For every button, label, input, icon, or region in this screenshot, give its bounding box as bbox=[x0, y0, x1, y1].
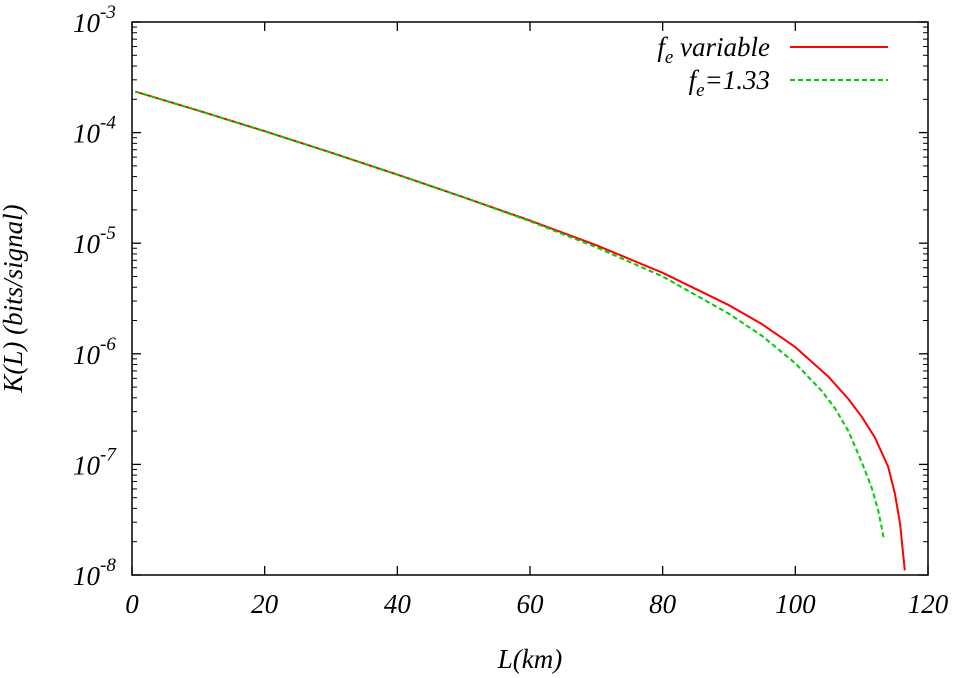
series-line-1 bbox=[135, 90, 885, 538]
x-tick-label: 120 bbox=[908, 589, 949, 619]
x-tick-label: 100 bbox=[775, 589, 816, 619]
series-line-0 bbox=[135, 90, 906, 571]
x-tick-label: 60 bbox=[517, 589, 545, 619]
y-tick-label: 10 bbox=[73, 8, 101, 38]
y-tick-label-base: 10 bbox=[73, 119, 101, 149]
y-tick-label-exponent: -7 bbox=[100, 444, 117, 465]
legend-label-0: fe variable bbox=[657, 32, 770, 68]
y-tick-label-exponent: -3 bbox=[100, 2, 116, 23]
y-tick-label-exponent: -8 bbox=[100, 555, 116, 576]
plot-frame bbox=[131, 21, 929, 576]
y-tick-label: 10 bbox=[73, 119, 101, 149]
x-tick-label: 0 bbox=[125, 589, 139, 619]
y-tick-label-base: 10 bbox=[73, 340, 101, 370]
y-tick-label-base: 10 bbox=[73, 561, 101, 591]
y-tick-label: 10 bbox=[73, 561, 101, 591]
y-axis-label: K(L) (bits/signal) bbox=[0, 204, 28, 393]
x-tick-label: 20 bbox=[251, 589, 279, 619]
series-group bbox=[135, 90, 906, 571]
y-tick-label: 10 bbox=[73, 229, 101, 259]
x-tick-label: 40 bbox=[384, 589, 412, 619]
x-tick-label: 80 bbox=[649, 589, 677, 619]
y-tick-label-base: 10 bbox=[73, 8, 101, 38]
y-tick-label: 10 bbox=[73, 450, 101, 480]
y-tick-label-exponent: -4 bbox=[100, 113, 116, 134]
y-tick-label-base: 10 bbox=[73, 450, 101, 480]
y-tick-label: 10 bbox=[73, 340, 101, 370]
y-tick-label-exponent: -5 bbox=[100, 223, 116, 244]
y-tick-label-base: 10 bbox=[73, 229, 101, 259]
x-axis-label: L(km) bbox=[497, 644, 562, 674]
y-tick-label-exponent: -6 bbox=[100, 334, 116, 355]
legend-label-1: fe=1.33 bbox=[689, 65, 770, 101]
